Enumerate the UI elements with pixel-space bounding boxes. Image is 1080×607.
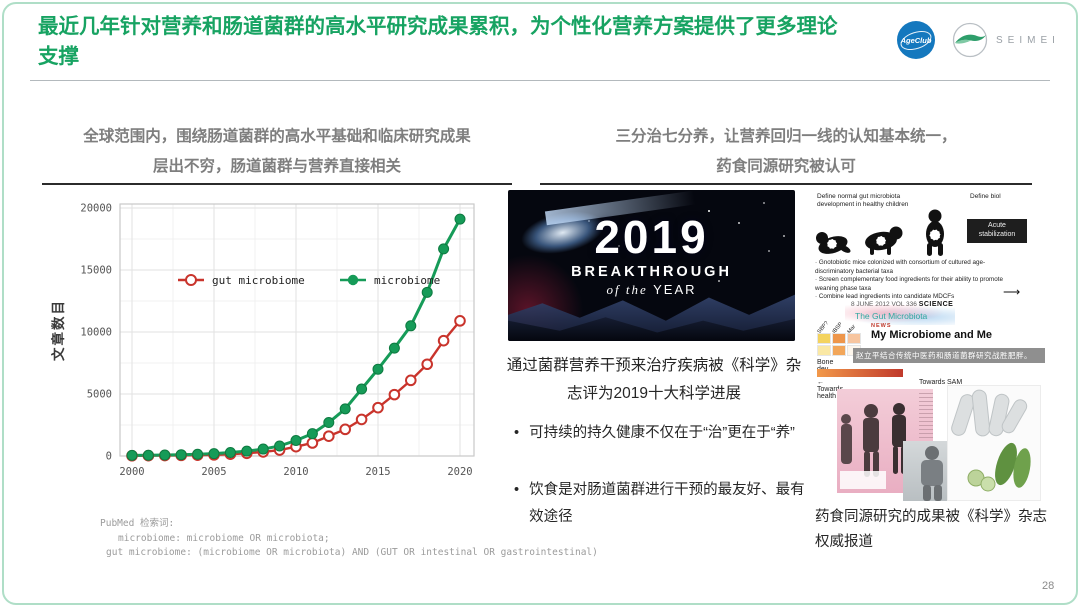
header-divider	[30, 80, 1050, 81]
page-number: 28	[1042, 580, 1055, 592]
photo-caption-box	[840, 471, 886, 489]
right-heading-line2: 药食同源研究被认可	[716, 158, 856, 176]
gut-microbiota-illustration	[845, 305, 955, 325]
right-section-heading: 三分治七分养，让营养回归一线的认知基本统一， 药食同源研究被认可	[540, 122, 1032, 182]
heatmap-cell	[832, 333, 846, 344]
left-heading-line1: 全球范围内，围绕肠道菌群的高水平基础和临床研究成果	[83, 128, 471, 145]
collage-bullet: · Screen complementary food ingredients …	[815, 276, 1003, 292]
svg-text:20000: 20000	[80, 203, 112, 215]
towards-health-label: ← Towards health	[817, 379, 844, 400]
collage-bullet: · Combine lead ingredients into candidat…	[815, 293, 955, 300]
acute-stabilization-box: Acute stabilization	[967, 219, 1027, 243]
arrow-left-icon: ←	[817, 379, 824, 386]
page-title: 最近几年针对营养和肠道菌群的高水平研究成果累积，为个性化营养方案提供了更多理论支…	[38, 15, 838, 68]
heatmap-cell	[847, 333, 861, 344]
breakthrough-line1: BREAKTHROUGH	[571, 264, 732, 280]
ageclub-logo: AgeClub	[897, 21, 935, 59]
news-headline: My Microbiome and Me	[871, 329, 993, 341]
collage-bullet: · Gnotobiotic mice colonized with consor…	[815, 259, 986, 275]
bullet-text: 可持续的持久健康不仅在于“治”更在于“养”	[529, 425, 795, 441]
heatmap-cell	[832, 345, 846, 356]
bullet-icon: •	[514, 481, 520, 498]
baby-silhouettes-icon	[816, 209, 944, 256]
list-item: • 饮食是对肠道菌群进行干预的最友好、最有效途径	[514, 477, 806, 531]
pubmed-articles-chart: 文章数目 0 5000 10000 15000 20000 2000 2005 2010 201…	[40, 192, 487, 506]
breakthrough-year-word: YEAR	[647, 282, 697, 297]
breakthrough-year: 2019	[594, 211, 709, 263]
heatmap-cell	[817, 345, 831, 356]
left-section-heading: 全球范围内，围绕肠道菌群的高水平基础和临床研究成果 层出不穷，肠道菌群与营养直接…	[42, 122, 512, 182]
svg-text:gut microbiome: gut microbiome	[212, 274, 305, 287]
right-bottom-text: 药食同源研究的成果被《科学》杂志权威报道	[815, 509, 1047, 551]
footnote-line2: gut microbiome: (microbiome OR microbiot…	[106, 547, 598, 559]
magazine-photo-herbs	[947, 385, 1041, 501]
arrow-right-icon: ⟶	[1003, 285, 1021, 299]
svg-text:microbiome: microbiome	[374, 274, 440, 287]
svg-text:15000: 15000	[80, 265, 112, 277]
footnote-title: PubMed 检索词:	[100, 518, 175, 529]
ageclub-logo-text: AgeClub	[900, 35, 932, 45]
bullet-icon: •	[514, 425, 520, 441]
middle-lead-paragraph: 通过菌群营养干预来治疗疾病被《科学》杂志评为2019十大科学进展	[506, 357, 802, 402]
left-heading-underline	[42, 183, 512, 185]
gradient-scale-bar	[817, 369, 903, 377]
svg-text:2005: 2005	[201, 466, 226, 478]
pubmed-footnote: PubMed 检索词: microbiome: microbiome OR mi…	[100, 517, 598, 561]
right-heading-underline	[540, 183, 1032, 185]
svg-text:0: 0	[106, 451, 112, 463]
breakthrough-2019-image: 2019 BREAKTHROUGH of the YEAR	[508, 190, 795, 341]
pubmed-chart-svg: 0 5000 10000 15000 20000 2000 2005 2010 2015 2020…	[80, 203, 475, 478]
bullet-text: 饮食是对肠道菌群进行干预的最友好、最有效途径	[529, 481, 805, 525]
heatmap-cell	[817, 333, 831, 344]
breakthrough-of-the: of the	[606, 282, 648, 297]
right-heading-line1: 三分治七分养，让营养回归一线的认知基本统一，	[615, 128, 957, 145]
breakthrough-line2: of the YEAR	[508, 282, 795, 298]
journal-meta: 8 JUNE 2012 VOL 336	[851, 301, 919, 308]
collage-caption-children: Define normal gut microbiota development…	[817, 193, 909, 209]
svg-text:2015: 2015	[365, 466, 390, 478]
left-heading-line2: 层出不穷，肠道菌群与营养直接相关	[152, 158, 401, 176]
gut-microbiota-label: The Gut Microbiota	[855, 311, 928, 321]
list-item: • 可持续的持久健康不仅在于“治”更在于“养”	[514, 420, 806, 447]
towards-sam-label: Towards SAM	[919, 379, 963, 386]
seimei-logo-text: SEIMEI	[996, 35, 1060, 46]
footnote-line1: microbiome: microbiome OR microbiota;	[118, 532, 330, 544]
svg-text:2020: 2020	[447, 466, 472, 478]
middle-bullet-list: • 可持续的持久健康不仅在于“治”更在于“养” • 饮食是对肠道菌群进行干预的最…	[514, 420, 806, 560]
news-tag: NEWS	[871, 323, 892, 329]
svg-text:2000: 2000	[119, 466, 144, 478]
journal-citation: 8 JUNE 2012 VOL 336 SCIENCE	[851, 301, 953, 308]
svg-text:5000: 5000	[87, 389, 112, 401]
svg-text:2010: 2010	[283, 466, 308, 478]
chart-y-axis-label: 文章数目	[51, 299, 66, 361]
breakthrough-text: 2019 BREAKTHROUGH of the YEAR	[508, 214, 795, 298]
seimei-logo-icon	[952, 22, 988, 58]
collage-bullet-lines: · Gnotobiotic mice colonized with consor…	[815, 259, 1005, 302]
news-caption-bar: 赵立平结合传统中医药和肠道菌群研究战胜肥胖。	[853, 348, 1045, 363]
science-collage: Define normal gut microbiota development…	[815, 193, 1045, 503]
journal-name: SCIENCE	[919, 301, 954, 308]
svg-text:10000: 10000	[80, 327, 112, 339]
starfield-decoration	[708, 210, 710, 212]
collage-caption-biol: Define biol	[970, 193, 1001, 200]
